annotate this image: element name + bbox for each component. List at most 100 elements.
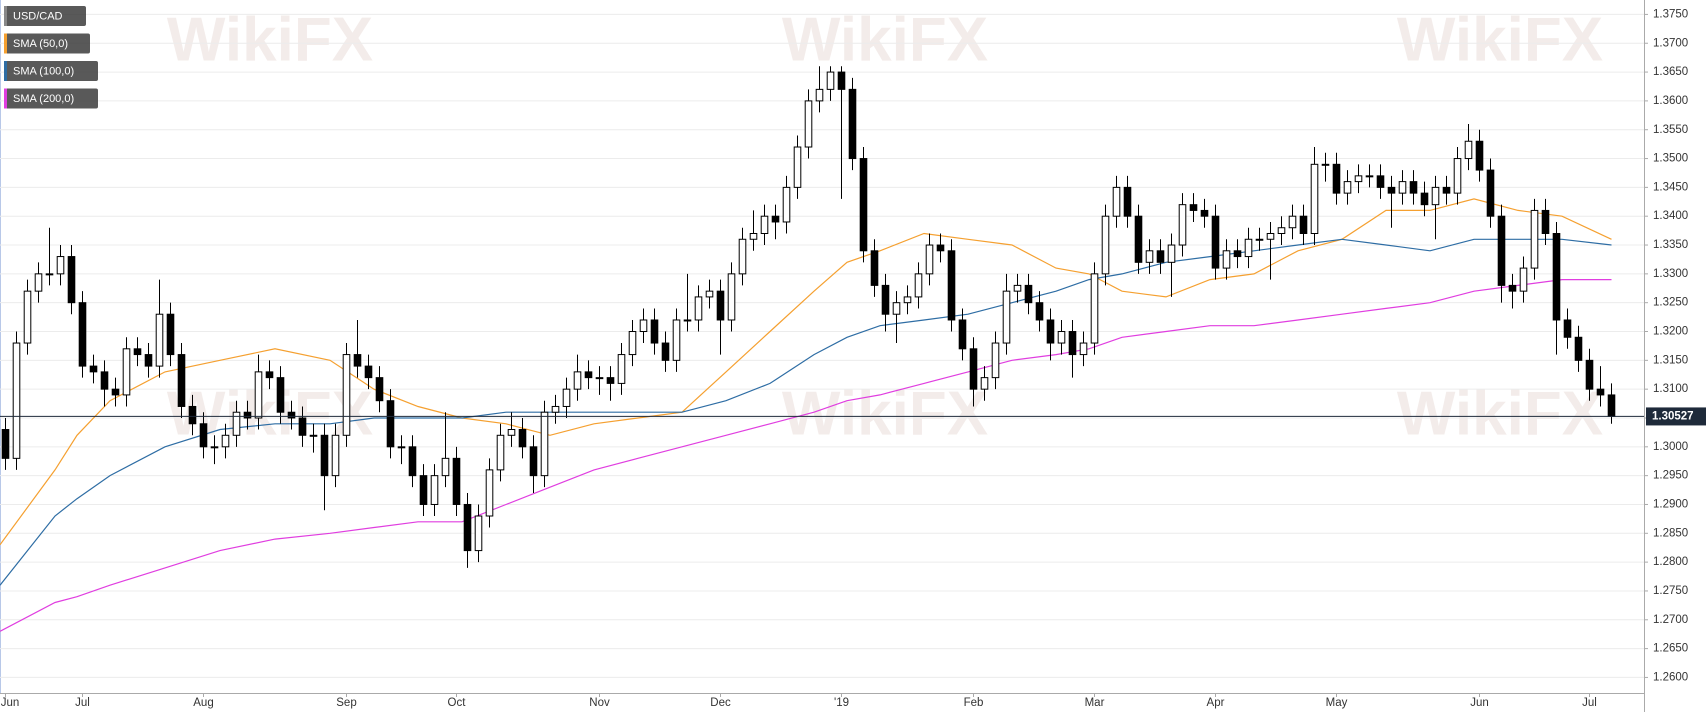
candle-body [1079, 342, 1088, 356]
x-tick-label: Apr [1207, 697, 1225, 709]
candle-body [1332, 163, 1341, 194]
y-tick-label: 1.3650 [1653, 66, 1688, 78]
candle-body [232, 411, 241, 436]
candle-body [430, 475, 439, 505]
candle-body [1574, 336, 1583, 361]
candle-body [1211, 215, 1220, 269]
candle-body [518, 429, 527, 448]
candle-body [1552, 232, 1561, 321]
last-price-label: 1.30527 [1652, 410, 1694, 422]
candle-body [45, 273, 54, 276]
candle-body [848, 88, 857, 160]
y-tick-label: 1.3600 [1653, 95, 1688, 107]
y-tick-label: 1.3000 [1653, 441, 1688, 453]
legend-item: SMA (200,0) [4, 88, 98, 109]
x-tick-label: Jun [1470, 697, 1489, 709]
candle-body [1299, 215, 1308, 234]
legend-swatch [4, 6, 7, 26]
candle-body [1343, 181, 1352, 194]
candle-body [122, 348, 131, 396]
candle-body [89, 365, 98, 373]
candle-body [1530, 209, 1539, 269]
sma-line [0, 279, 1612, 632]
candle-body [1607, 394, 1616, 417]
candle-body [298, 417, 307, 436]
x-tick-label: Feb [964, 697, 984, 709]
legend-item: SMA (50,0) [4, 33, 90, 54]
candle-body [991, 342, 1000, 379]
candle-body [727, 273, 736, 321]
y-tick-label: 1.3250 [1653, 297, 1688, 309]
candle-body [1321, 163, 1330, 166]
y-tick-label: 1.2600 [1653, 671, 1688, 683]
candle-body [375, 377, 384, 402]
candle-body [199, 423, 208, 448]
watermark: WikiFX [782, 379, 988, 448]
candle-body [1431, 186, 1440, 206]
candle-body [111, 388, 120, 396]
candle-body [1475, 140, 1484, 171]
candle-body [980, 377, 989, 390]
candle-body [485, 469, 494, 517]
x-tick-label: Mar [1085, 697, 1105, 709]
sma-line [0, 238, 1612, 586]
candle-body [34, 273, 43, 292]
candle-body [1277, 227, 1286, 234]
candle-body [1354, 175, 1363, 183]
candle-body [595, 377, 604, 380]
candle-body [804, 100, 813, 148]
candle-body [441, 457, 450, 477]
y-tick-label: 1.3400 [1653, 210, 1688, 222]
candle-body [628, 331, 637, 356]
candle-body [617, 354, 626, 384]
candle-body [1112, 186, 1121, 217]
candle-body [826, 71, 835, 90]
candle-body [562, 388, 571, 407]
candle-body [1145, 250, 1154, 263]
x-tick-label: '19 [834, 697, 849, 709]
candle-body [243, 411, 252, 419]
candle-body [1189, 204, 1198, 211]
candle-body [782, 186, 791, 223]
candle-body [1134, 215, 1143, 263]
y-tick-label: 1.3550 [1653, 124, 1688, 136]
candle-body [1178, 204, 1187, 246]
candle-body [1035, 302, 1044, 321]
candle-body [210, 446, 219, 449]
candle-body [1585, 359, 1594, 390]
candle-body [1486, 169, 1495, 217]
candle-body [1365, 175, 1374, 178]
candle-body [738, 238, 747, 275]
y-tick-label: 1.2650 [1653, 643, 1688, 655]
candle-body [1, 429, 10, 459]
candle-body [661, 342, 670, 361]
x-tick-label: Dec [710, 697, 731, 709]
y-tick-label: 1.3200 [1653, 326, 1688, 338]
candle-body [551, 405, 560, 413]
y-tick-label: 1.3300 [1653, 268, 1688, 280]
candle-body [771, 215, 780, 223]
candle-body [1453, 158, 1462, 194]
watermark: WikiFX [167, 5, 373, 74]
y-tick-label: 1.2900 [1653, 499, 1688, 511]
legend-box [4, 6, 86, 26]
candle-body [1563, 319, 1572, 338]
candle-body [1255, 238, 1264, 241]
x-tick-label: Aug [193, 697, 213, 709]
x-tick-label: Jul [1582, 697, 1597, 709]
candle-body [254, 371, 263, 419]
legend-label: USD/CAD [13, 10, 63, 22]
legend-box [4, 33, 90, 54]
candle-body [903, 296, 912, 304]
candle-body [276, 377, 285, 413]
watermark: WikiFX [1397, 379, 1603, 448]
x-tick-label: May [1326, 697, 1348, 709]
candle-body [1596, 388, 1605, 396]
candle-body [166, 313, 175, 356]
candle-body [188, 405, 197, 425]
candle-body [56, 256, 65, 275]
candle-body [1508, 284, 1517, 292]
candle-body [463, 503, 472, 552]
candle-body [474, 515, 483, 552]
